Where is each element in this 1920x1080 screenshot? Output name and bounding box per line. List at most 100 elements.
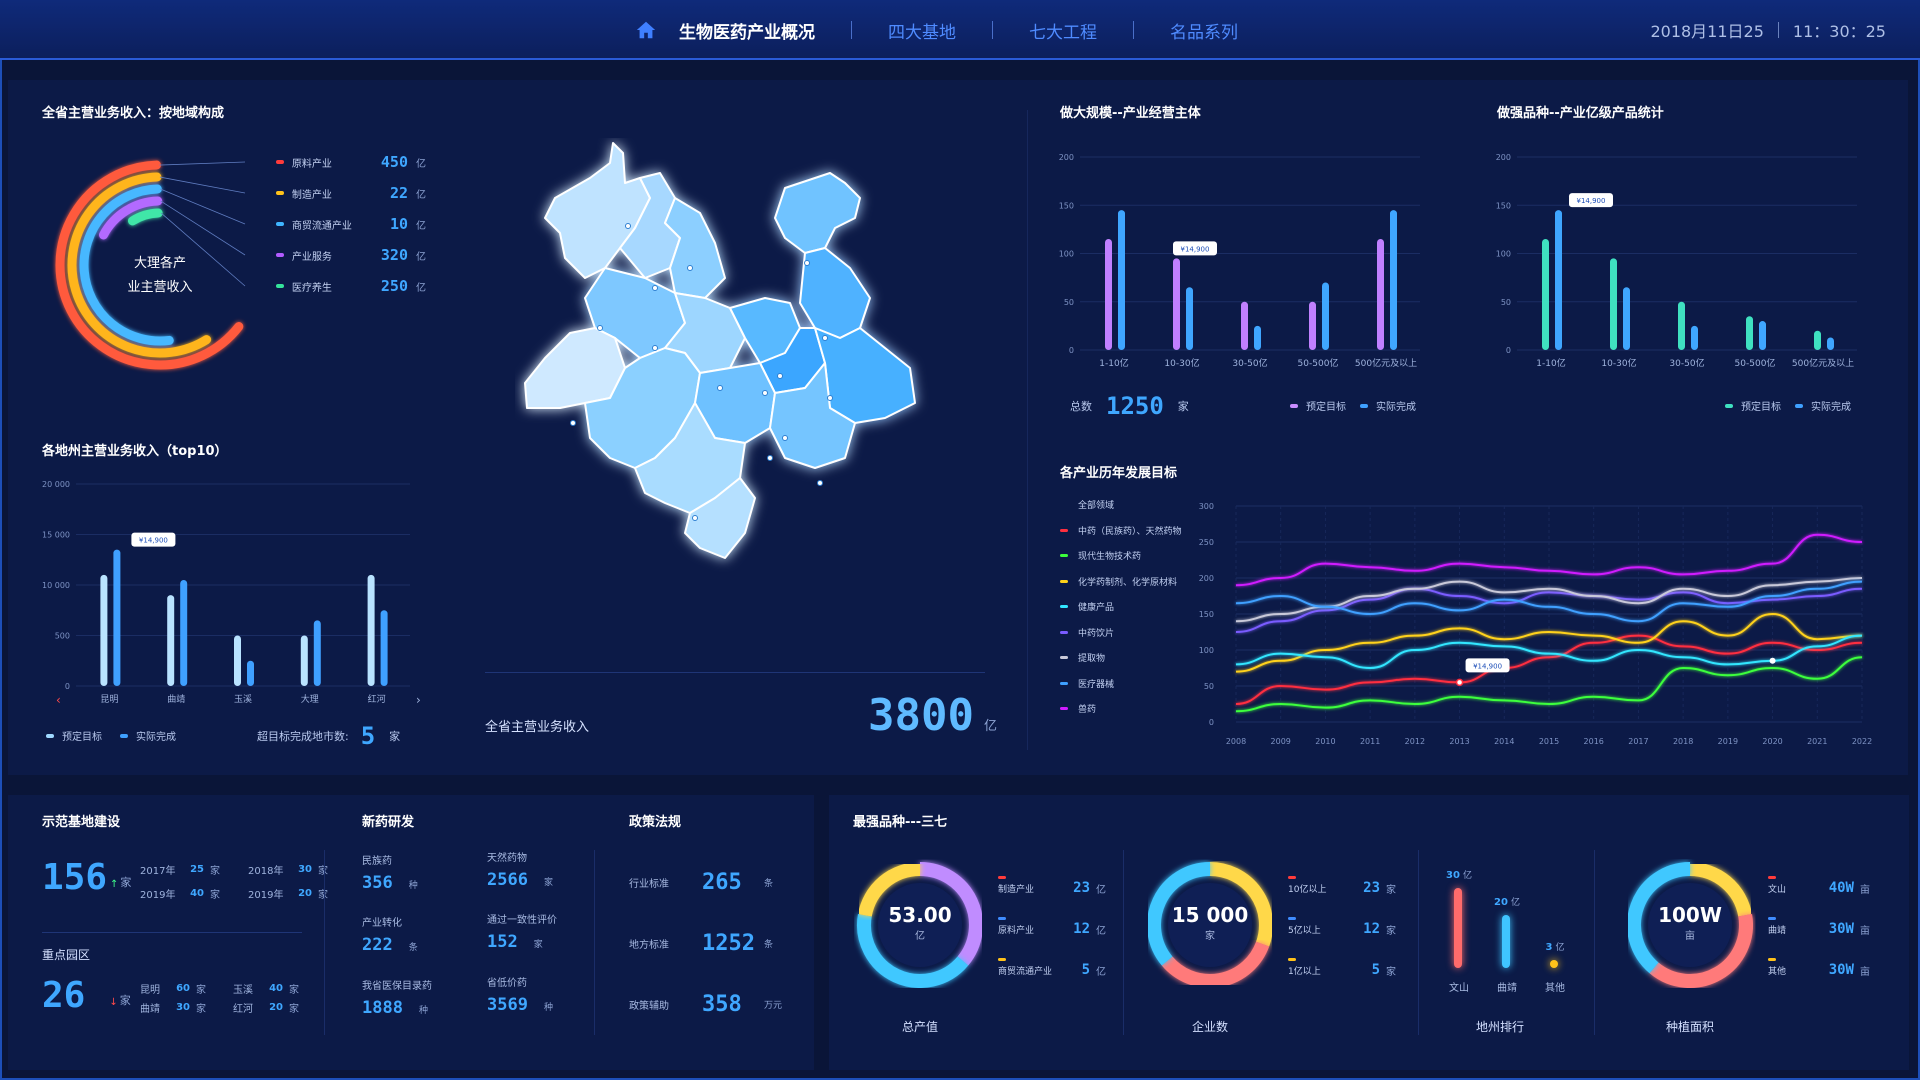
bar[interactable] (1827, 337, 1834, 350)
top10-title: 各地州主营业务收入（top10） (42, 444, 228, 459)
bar[interactable] (1746, 316, 1753, 350)
bar[interactable] (1309, 301, 1316, 350)
output-value: 53.00 (888, 903, 952, 927)
bar[interactable] (1105, 239, 1112, 350)
newdrug-value-row: 356 种 (362, 873, 472, 893)
ring-legend-row: 原料产业 450 亿 (276, 153, 426, 171)
goals-legend-item[interactable]: 中药饮片 (1060, 626, 1115, 639)
park-name: 玉溪 (233, 985, 253, 996)
rank-bar[interactable] (1550, 960, 1558, 968)
map-region[interactable] (684, 477, 756, 559)
bar[interactable] (1691, 325, 1698, 350)
companies-unit: 家 (1205, 931, 1215, 942)
bar[interactable] (247, 660, 254, 686)
rank-bar[interactable] (1502, 914, 1510, 968)
chevron-right-icon[interactable]: › (416, 693, 421, 707)
highlight-point[interactable] (1769, 657, 1776, 664)
bar[interactable] (380, 610, 388, 686)
bar[interactable] (1814, 330, 1821, 350)
map-region[interactable] (774, 172, 861, 254)
bar[interactable] (113, 549, 121, 686)
legend-label: 中药饮片 (1078, 628, 1115, 639)
line-series[interactable] (1235, 656, 1863, 713)
home-icon[interactable] (635, 19, 657, 41)
legend-label: 文山 (1768, 884, 1787, 895)
line-series[interactable] (1235, 580, 1863, 623)
newdrug-value: 3569 (487, 995, 528, 1015)
donut-segment[interactable] (1209, 862, 1273, 947)
rank-name: 其他 (1530, 976, 1580, 995)
goals-legend-item[interactable]: 化学药制剂、化学原材料 (1060, 575, 1177, 588)
chevron-left-icon[interactable]: ‹ (56, 693, 61, 707)
line-series[interactable] (1235, 634, 1863, 705)
bar[interactable] (1186, 287, 1193, 350)
donut-segment[interactable] (1689, 862, 1753, 917)
donut-segment[interactable] (1627, 862, 1691, 974)
x-tick-label: 大理 (301, 693, 319, 705)
map-region[interactable] (634, 402, 746, 514)
newdrug-label: 省低价药 (487, 978, 527, 989)
bar[interactable] (1555, 210, 1562, 350)
bar[interactable] (234, 635, 241, 687)
bar[interactable] (1759, 321, 1766, 350)
bar[interactable] (1173, 258, 1180, 350)
bar[interactable] (1377, 239, 1384, 350)
nav-item-overview[interactable]: 生物医药产业概况 (679, 22, 815, 43)
nav-item-projects[interactable]: 七大工程 (1029, 22, 1097, 43)
bar[interactable] (1390, 210, 1397, 350)
donut-segment[interactable] (1649, 914, 1753, 988)
province-map[interactable] (515, 138, 975, 618)
policy-label: 政策辅助 (629, 1001, 669, 1012)
donut-segment[interactable] (919, 862, 983, 966)
y-tick-label: 20 000 (42, 480, 70, 489)
y-tick-label: 250 (1199, 538, 1214, 547)
donut-segment[interactable] (1161, 941, 1270, 988)
bar[interactable] (180, 579, 188, 686)
legend-value: 12 (1073, 921, 1090, 937)
bar[interactable] (1118, 210, 1125, 350)
bar[interactable] (1254, 325, 1261, 350)
donut-segment[interactable] (1147, 862, 1211, 966)
bar[interactable] (1241, 301, 1248, 350)
goals-legend-item[interactable]: 医疗器械 (1060, 677, 1114, 690)
donut-segment[interactable] (857, 914, 969, 988)
legend-swatch (1288, 876, 1296, 879)
bar[interactable] (100, 574, 108, 686)
goals-legend-item[interactable]: 提取物 (1060, 652, 1105, 664)
goals-legend-item[interactable]: 中药（民族药）、天然药物 (1060, 524, 1182, 537)
bar[interactable] (1623, 287, 1630, 350)
x-tick-label: 2020 (1762, 737, 1782, 746)
line-series[interactable] (1235, 612, 1863, 673)
newdrug-item: 天然药物 2566 家 (487, 849, 597, 890)
donut-segment[interactable] (857, 862, 921, 917)
rank-bar[interactable] (1454, 888, 1462, 968)
x-tick-label: 50-500亿 (1298, 357, 1339, 369)
line-series[interactable] (1235, 634, 1863, 670)
bar[interactable] (367, 574, 375, 686)
bar[interactable] (300, 635, 308, 687)
line-series[interactable] (1235, 577, 1863, 623)
bar[interactable] (313, 620, 321, 686)
nav-item-bases[interactable]: 四大基地 (888, 22, 956, 43)
goals-legend-item[interactable]: 健康产品 (1060, 601, 1114, 613)
newdrug-unit: 种 (418, 1006, 428, 1016)
summary-value: 5 (360, 722, 376, 750)
newdrug-value: 2566 (487, 870, 528, 890)
highlight-point[interactable] (1455, 678, 1464, 687)
newdrug-item: 产业转化 222 条 (362, 914, 472, 955)
bar[interactable] (1678, 301, 1685, 350)
bar[interactable] (1322, 282, 1329, 350)
map-region[interactable] (799, 247, 871, 339)
line-series[interactable] (1235, 533, 1863, 587)
goals-legend-all[interactable]: 全部领域 (1078, 501, 1115, 511)
bar[interactable] (1610, 258, 1617, 350)
map-region[interactable] (769, 362, 856, 469)
trend-up-icon: ↑ (110, 879, 119, 890)
y-tick-label: 150 (1059, 201, 1074, 210)
goals-legend-item[interactable]: 兽药 (1060, 703, 1096, 715)
nav-item-series[interactable]: 名品系列 (1170, 22, 1238, 43)
bar[interactable] (167, 595, 175, 686)
goals-legend-item[interactable]: 现代生物技术药 (1060, 550, 1141, 562)
variety-title: 做强品种--产业亿级产品统计 (1497, 106, 1664, 121)
bar[interactable] (1542, 239, 1549, 350)
